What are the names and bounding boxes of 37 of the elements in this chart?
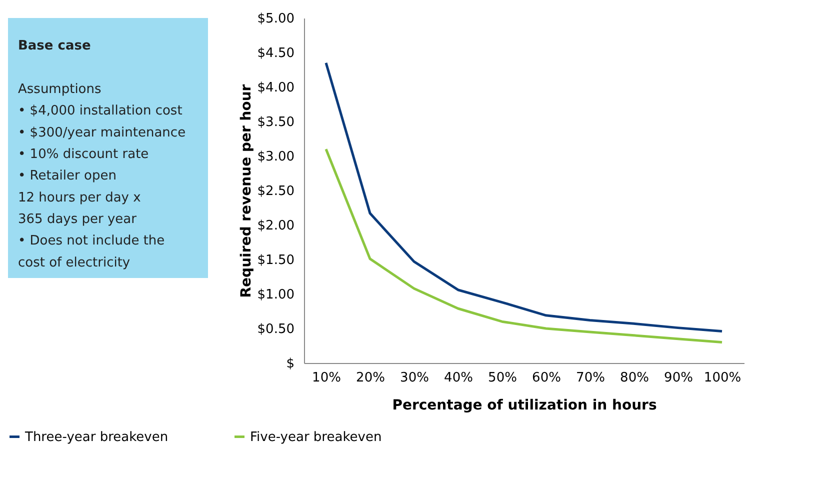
legend-label: Five-year breakeven bbox=[250, 430, 382, 445]
text: Assumptions bbox=[18, 82, 102, 97]
y-axis-title: Required revenue per hour bbox=[238, 84, 254, 298]
text: cost of electricity bbox=[18, 255, 130, 270]
x-tick-label: 20% bbox=[356, 370, 385, 386]
y-tick-label: $1.50 bbox=[257, 253, 294, 268]
y-tick-label: $0.50 bbox=[257, 322, 294, 337]
y-tick-label: $2.50 bbox=[257, 184, 294, 199]
text: • $4,000 installation cost bbox=[18, 104, 182, 119]
y-tick-label: $1.00 bbox=[257, 288, 294, 302]
y-tick-label: $4.50 bbox=[257, 46, 294, 61]
x-tick-label: 90% bbox=[664, 370, 693, 386]
x-tick-label: 80% bbox=[620, 370, 649, 386]
y-tick-label: $4.00 bbox=[257, 80, 294, 96]
x-axis-title: Percentage of utilization in hours bbox=[392, 398, 657, 414]
y-tick-label: $ bbox=[286, 356, 294, 372]
text: 365 days per year bbox=[18, 212, 138, 227]
text: 12 hours per day x bbox=[18, 190, 142, 206]
legend-label: Three-year breakeven bbox=[24, 430, 168, 445]
x-tick-label: 40% bbox=[444, 370, 473, 386]
y-tick-label: $5.00 bbox=[257, 12, 294, 26]
text: Base case bbox=[18, 38, 91, 54]
line-series bbox=[324, 148, 724, 344]
x-tick-label: 70% bbox=[576, 370, 605, 386]
text: • Retailer open bbox=[18, 168, 116, 184]
x-tick-label: 60% bbox=[532, 370, 561, 386]
text: • Does not include the bbox=[18, 234, 165, 249]
x-tick-label: 100% bbox=[704, 370, 742, 386]
y-tick-label: $3.00 bbox=[257, 150, 294, 164]
y-tick-label: $2.00 bbox=[257, 218, 294, 234]
x-tick-label: 30% bbox=[400, 370, 429, 386]
y-tick-label: $3.50 bbox=[257, 115, 294, 130]
x-tick-label: 50% bbox=[488, 370, 517, 386]
text: • 10% discount rate bbox=[18, 147, 149, 162]
line-series bbox=[324, 62, 724, 333]
x-tick-label: 10% bbox=[312, 370, 341, 386]
text: • $300/year maintenance bbox=[18, 125, 186, 140]
